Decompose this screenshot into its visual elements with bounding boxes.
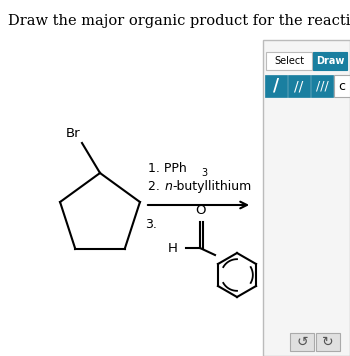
Text: 3: 3 bbox=[201, 168, 207, 178]
Text: ↺: ↺ bbox=[296, 335, 308, 349]
Bar bbox=[311, 75, 333, 97]
Text: c: c bbox=[338, 79, 345, 93]
Text: Draw the major organic product for the reaction shown.: Draw the major organic product for the r… bbox=[8, 14, 350, 28]
Bar bbox=[265, 75, 287, 97]
Bar bbox=[290, 333, 314, 351]
Text: Select: Select bbox=[274, 56, 304, 66]
Bar bbox=[334, 75, 350, 97]
Text: -butyllithium: -butyllithium bbox=[172, 180, 251, 193]
Text: Br: Br bbox=[65, 127, 80, 140]
Text: n: n bbox=[165, 180, 173, 193]
Text: O: O bbox=[196, 204, 206, 217]
Text: ↻: ↻ bbox=[322, 335, 334, 349]
Text: 3.: 3. bbox=[145, 218, 157, 231]
Text: Draw: Draw bbox=[316, 56, 344, 66]
FancyBboxPatch shape bbox=[266, 52, 312, 70]
Text: 2.: 2. bbox=[148, 180, 164, 193]
Text: /: / bbox=[273, 77, 279, 95]
Text: ///: /// bbox=[316, 79, 328, 93]
Bar bbox=[316, 333, 340, 351]
Bar bbox=[288, 75, 310, 97]
Bar bbox=[263, 40, 350, 356]
Text: //: // bbox=[294, 79, 304, 93]
Text: 1. PPh: 1. PPh bbox=[148, 162, 187, 175]
FancyBboxPatch shape bbox=[313, 52, 347, 70]
Text: H: H bbox=[168, 242, 178, 256]
